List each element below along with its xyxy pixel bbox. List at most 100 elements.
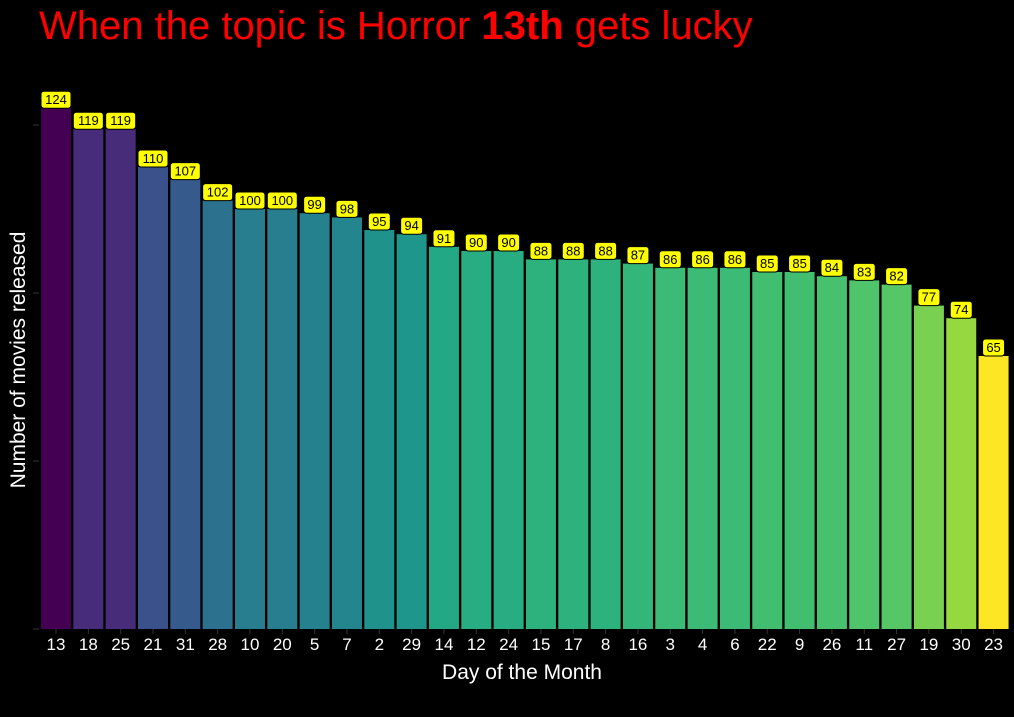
bar-label: 85 — [760, 256, 774, 271]
x-tick-label: 23 — [984, 635, 1003, 654]
bar-9 — [784, 272, 815, 629]
bar-label: 84 — [825, 260, 839, 275]
bar-24 — [493, 251, 524, 629]
x-tick-label: 8 — [601, 635, 610, 654]
bar-label: 65 — [986, 340, 1000, 355]
bar-25 — [105, 129, 136, 629]
bar-label: 88 — [534, 243, 548, 258]
x-tick-label: 17 — [564, 635, 583, 654]
bar-label-box — [335, 199, 359, 218]
bar-31 — [170, 179, 201, 629]
bar-label-box — [464, 233, 488, 252]
y-axis-ticks — [33, 124, 39, 630]
bar-label-box — [432, 229, 456, 248]
bar-label-box — [788, 254, 812, 273]
bar-7 — [331, 217, 362, 629]
x-tick-label: 12 — [467, 635, 486, 654]
bar-labels: 124 119 119 110 107 102 100 100 99 98 95 94 91 90 90 88… — [40, 90, 1006, 357]
bar-label-box — [202, 183, 234, 202]
x-tick-label: 5 — [310, 635, 319, 654]
bar-29 — [396, 234, 427, 629]
bar-label: 86 — [695, 252, 709, 267]
bar-label: 90 — [501, 235, 515, 250]
bar-label: 82 — [889, 269, 903, 284]
bar-label-box — [982, 338, 1006, 357]
bar-label: 86 — [663, 252, 677, 267]
bar-20 — [267, 209, 298, 629]
bar-23 — [978, 356, 1009, 629]
x-tick-label: 30 — [952, 635, 971, 654]
x-tick-label: 19 — [919, 635, 938, 654]
x-tick-label: 28 — [208, 635, 227, 654]
bar-label-box — [917, 288, 941, 307]
chart-title: When the topic is Horror 13th gets lucky — [39, 2, 753, 50]
x-tick-label: 13 — [47, 635, 66, 654]
x-tick-label: 4 — [698, 635, 707, 654]
bar-label-box — [40, 90, 72, 109]
x-tick-label: 18 — [79, 635, 98, 654]
bar-label-box — [400, 216, 424, 235]
bar-label-box — [885, 267, 909, 286]
bar-label-box — [949, 300, 973, 319]
bar-26 — [816, 276, 847, 629]
bar-label: 83 — [857, 264, 871, 279]
x-tick-label: 22 — [758, 635, 777, 654]
bar-label: 119 — [110, 113, 131, 128]
title-emphasis: 13th — [481, 4, 564, 48]
bar-label-box — [72, 111, 104, 130]
bar-label-box — [137, 149, 169, 168]
bar-label: 102 — [207, 185, 229, 200]
y-axis-title: Number of movies released — [7, 232, 30, 489]
bar-label: 87 — [631, 248, 645, 263]
bar-15 — [525, 259, 556, 629]
x-tick-label: 2 — [375, 635, 384, 654]
bar-19 — [913, 305, 944, 629]
bar-5 — [299, 213, 330, 629]
bar-2 — [364, 230, 395, 629]
bar-label-box — [266, 191, 298, 210]
x-tick-label: 24 — [499, 635, 518, 654]
title-prefix: When the topic is Horror — [39, 4, 482, 48]
bar-label-box — [723, 250, 747, 269]
bar-27 — [881, 284, 912, 629]
bar-8 — [590, 259, 621, 629]
x-tick-label: 26 — [822, 635, 841, 654]
bar-label: 94 — [404, 218, 418, 233]
bar-label-box — [529, 241, 553, 260]
bar-label: 119 — [78, 113, 99, 128]
x-tick-label: 29 — [402, 635, 421, 654]
bar-3 — [655, 267, 686, 629]
bar-label-box — [594, 241, 618, 260]
x-tick-label: 7 — [342, 635, 351, 654]
x-tick-label: 16 — [628, 635, 647, 654]
x-tick-label: 10 — [241, 635, 260, 654]
bar-6 — [719, 267, 750, 629]
bar-30 — [946, 318, 977, 629]
bar-label-box — [303, 195, 327, 214]
bar-label: 86 — [728, 252, 742, 267]
bar-label-box — [105, 111, 137, 130]
bar-label: 98 — [340, 201, 354, 216]
bar-label: 74 — [954, 302, 968, 317]
bar-label: 99 — [307, 197, 321, 212]
bar-label: 91 — [437, 231, 451, 246]
x-tick-label: 3 — [666, 635, 675, 654]
bar-17 — [558, 259, 589, 629]
bar-label-box — [626, 246, 650, 265]
x-tick-label: 11 — [855, 635, 873, 654]
bar-label: 110 — [143, 151, 164, 166]
title-suffix: gets lucky — [563, 4, 753, 48]
bar-16 — [622, 263, 653, 629]
bar-10 — [234, 209, 265, 629]
bar-13 — [41, 108, 71, 629]
bar-label-box — [367, 212, 391, 231]
bar-label: 85 — [792, 256, 806, 271]
bar-label-box — [234, 191, 266, 210]
bar-label: 88 — [566, 243, 580, 258]
x-tick-label: 15 — [531, 635, 550, 654]
x-tick-label: 21 — [144, 635, 163, 654]
bar-label-box — [820, 258, 844, 277]
bar-label-box — [691, 250, 715, 269]
